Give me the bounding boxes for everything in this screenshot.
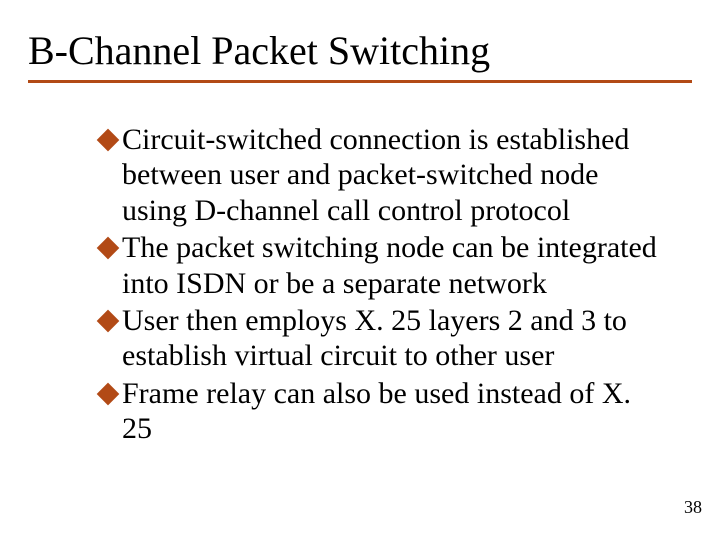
bullet-text: The packet switching node can be integra… (122, 230, 660, 301)
list-item: Frame relay can also be used instead of … (100, 376, 660, 447)
diamond-icon (97, 310, 120, 333)
bullet-text: Frame relay can also be used instead of … (122, 376, 660, 447)
title-underline (28, 80, 692, 83)
list-item: User then employs X. 25 layers 2 and 3 t… (100, 303, 660, 374)
title-block: B-Channel Packet Switching (28, 28, 692, 83)
page-number: 38 (684, 497, 702, 518)
bullet-list: Circuit-switched connection is establish… (100, 122, 660, 449)
bullet-text: User then employs X. 25 layers 2 and 3 t… (122, 303, 660, 374)
diamond-icon (97, 382, 120, 405)
bullet-text: Circuit-switched connection is establish… (122, 122, 660, 228)
slide: B-Channel Packet Switching Circuit-switc… (0, 0, 720, 540)
list-item: The packet switching node can be integra… (100, 230, 660, 301)
list-item: Circuit-switched connection is establish… (100, 122, 660, 228)
slide-title: B-Channel Packet Switching (28, 28, 692, 74)
diamond-icon (97, 129, 120, 152)
diamond-icon (97, 237, 120, 260)
